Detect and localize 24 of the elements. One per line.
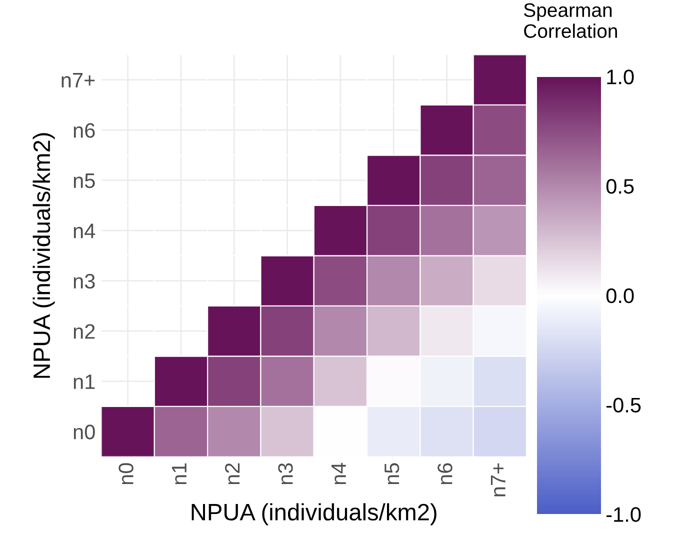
y-tick-label: n5 — [74, 174, 95, 188]
x-tick-label: n4 — [332, 462, 346, 484]
y-tick-label: n6 — [74, 123, 95, 138]
y-tick-label: n2 — [74, 324, 95, 339]
y-tick-label: n4 — [74, 224, 96, 238]
x-tick-label: n2 — [224, 463, 240, 484]
x-tick-label: n1 — [172, 463, 186, 484]
y-axis-title: NPUA (individuals/km2) — [32, 133, 55, 378]
color-bar-label: 0.5 — [606, 178, 634, 194]
x-tick-label: n7+ — [490, 463, 506, 496]
y-tick-label: n7+ — [62, 73, 95, 88]
color-bar-label: 1.0 — [607, 70, 634, 84]
y-tick-label: n3 — [74, 274, 95, 289]
color-bar-title: Spearman Correlation — [524, 3, 617, 38]
color-bar-label: -0.5 — [606, 398, 641, 413]
y-tick-label: n0 — [74, 424, 95, 440]
color-bar-label: 0.0 — [606, 288, 634, 304]
x-tick-label: n6 — [438, 463, 452, 484]
x-axis-title: NPUA (individuals/km2) — [192, 503, 436, 526]
color-bar-label: -1.0 — [606, 507, 641, 522]
y-tick-label: n1 — [74, 374, 95, 389]
x-tick-label: n5 — [384, 463, 400, 484]
x-tick-label: n0 — [118, 463, 134, 484]
x-tick-label: n3 — [278, 463, 293, 484]
